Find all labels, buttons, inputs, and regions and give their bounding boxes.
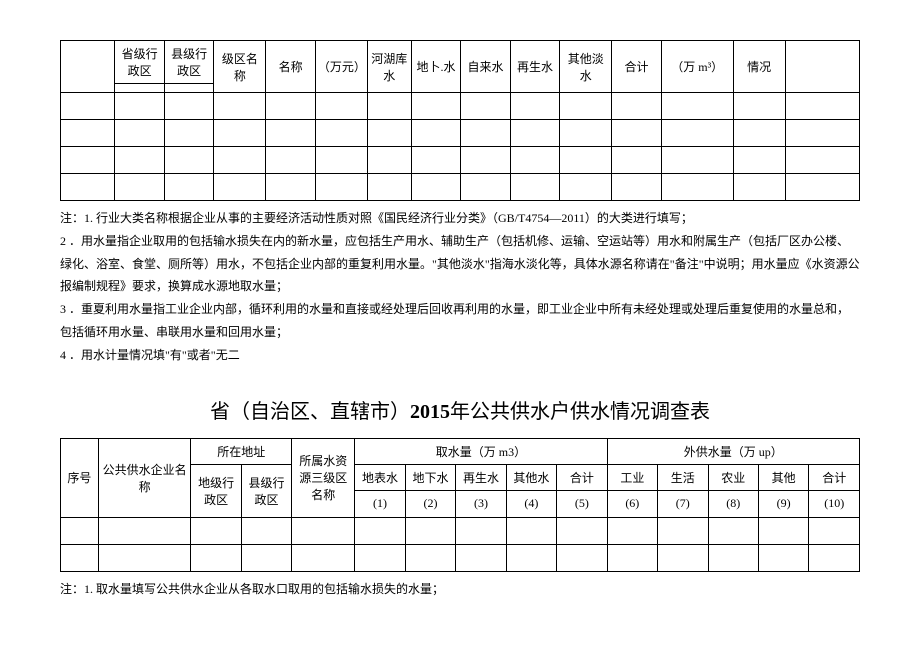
th-groundwater: 地卜.水 <box>411 41 461 93</box>
num6: (6) <box>607 490 657 517</box>
num5: (5) <box>557 490 607 517</box>
th-prov-b <box>115 84 165 93</box>
num4: (4) <box>506 490 556 517</box>
table-row <box>61 147 860 174</box>
th-name: 名称 <box>266 41 316 93</box>
table-row <box>61 544 860 571</box>
table-row <box>61 120 860 147</box>
th2-supply4: 其他 <box>758 464 808 490</box>
num3: (3) <box>456 490 506 517</box>
th2-seq: 序号 <box>61 438 99 517</box>
th-situation: 情况 <box>733 41 785 93</box>
th-county: 县级行政区 <box>164 41 214 84</box>
notes-block-2: 注：1. 取水量填写公共供水企业从各取水口取用的包括输水损失的水量； <box>60 578 860 601</box>
th-zone-name: 级区名称 <box>214 41 266 93</box>
num1: (1) <box>355 490 405 517</box>
th2-name: 公共供水企业名称 <box>98 438 191 517</box>
note-1: 注：1. 行业大类名称根据企业从事的主要经济活动性质对照《国民经济行业分类》（G… <box>60 207 860 230</box>
title-suffix: 年公共供水户供水情况调查表 <box>450 401 710 423</box>
th2-intake5: 合计 <box>557 464 607 490</box>
note-4: 4 ．用水计量情况填"有"或者"无二 <box>60 344 860 367</box>
th-wanm3: （万 m³） <box>661 41 733 93</box>
title-prefix: 省（自治区、直辖市） <box>210 401 410 423</box>
num8: (8) <box>708 490 758 517</box>
th-prov: 省级行政区 <box>115 41 165 84</box>
th-blank <box>61 41 115 93</box>
table-row <box>61 517 860 544</box>
th2-zone: 所属水资源三级区名称 <box>292 438 355 517</box>
th2-supply1: 工业 <box>607 464 657 490</box>
table-row <box>61 174 860 201</box>
th-wanyuan: （万元） <box>315 41 367 93</box>
th2-supply5: 合计 <box>809 464 860 490</box>
note2-1: 注：1. 取水量填写公共供水企业从各取水口取用的包括输水损失的水量； <box>60 578 860 601</box>
table-2-header-row1: 序号 公共供水企业名称 所在地址 所属水资源三级区名称 取水量（万 m3） 外供… <box>61 438 860 464</box>
note-3: 3 ．重夏利用水量指工业企业内部，循环利用的水量和直接或经处理后回收再利用的水量… <box>60 298 860 344</box>
th-blank2 <box>785 41 859 93</box>
th-tap: 自来水 <box>461 41 511 93</box>
th2-intake4: 其他水 <box>506 464 556 490</box>
th2-intake1: 地表水 <box>355 464 405 490</box>
table-1: 省级行政区 县级行政区 级区名称 名称 （万元） 河湖库水 地卜.水 自来水 再… <box>60 40 860 201</box>
num2: (2) <box>405 490 455 517</box>
th2-intake: 取水量（万 m3） <box>355 438 607 464</box>
num9: (9) <box>758 490 808 517</box>
table-2: 序号 公共供水企业名称 所在地址 所属水资源三级区名称 取水量（万 m3） 外供… <box>60 438 860 572</box>
num10: (10) <box>809 490 860 517</box>
table-row <box>61 93 860 120</box>
table-1-header-row: 省级行政区 县级行政区 级区名称 名称 （万元） 河湖库水 地卜.水 自来水 再… <box>61 41 860 84</box>
th2-intake2: 地下水 <box>405 464 455 490</box>
th-recycled: 再生水 <box>510 41 560 93</box>
note-2: 2 ．用水量指企业取用的包括输水损失在内的新水量，应包括生产用水、辅助生产（包括… <box>60 230 860 298</box>
th2-supply: 外供水量（万 up） <box>607 438 859 464</box>
th2-addr1: 地级行政区 <box>191 464 241 517</box>
th-river: 河湖库水 <box>367 41 411 93</box>
title-2: 省（自治区、直辖市）2015年公共供水户供水情况调查表 <box>60 395 860 424</box>
th-total: 合计 <box>612 41 662 93</box>
th2-intake3: 再生水 <box>456 464 506 490</box>
th2-addr: 所在地址 <box>191 438 292 464</box>
num7: (7) <box>658 490 708 517</box>
th2-supply3: 农业 <box>708 464 758 490</box>
th2-addr2: 县级行政区 <box>241 464 291 517</box>
th2-supply2: 生活 <box>658 464 708 490</box>
notes-block-1: 注：1. 行业大类名称根据企业从事的主要经济活动性质对照《国民经济行业分类》（G… <box>60 207 860 367</box>
title-year: 2015 <box>410 401 450 423</box>
th-county-b <box>164 84 214 93</box>
th-other-fresh: 其他淡水 <box>560 41 612 93</box>
